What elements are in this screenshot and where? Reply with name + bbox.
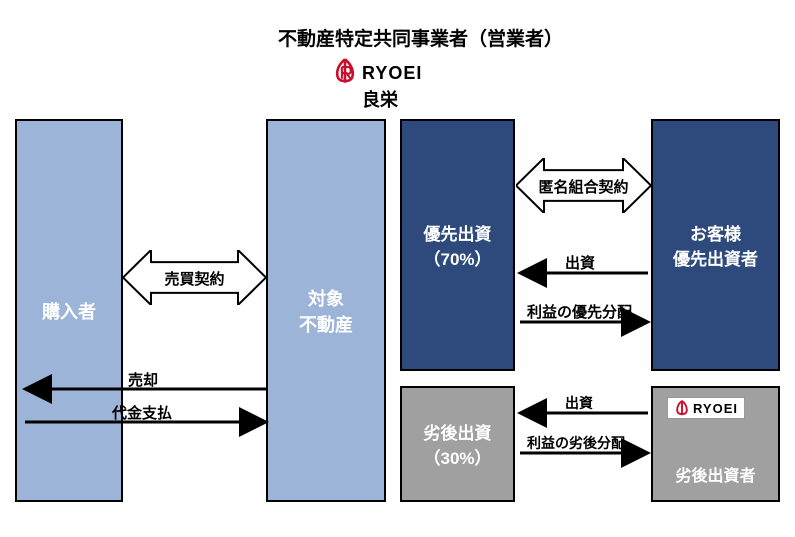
customer-box: お客様優先出資者	[651, 119, 780, 371]
buyer-box: 購入者	[15, 119, 123, 502]
ryoei-logo-icon	[332, 58, 358, 89]
ryoei-logo-main: RYOEI	[332, 58, 422, 89]
box-text: 劣後出資者	[675, 462, 755, 486]
arrow-label-sell: 売却	[128, 369, 158, 390]
arrow-label: 売買契約	[123, 268, 266, 289]
ryoei-logo-small: RYOEI	[667, 397, 745, 419]
arrow-label-pay: 代金支払	[112, 402, 172, 423]
box-text: 優先出資者	[673, 245, 758, 270]
sale-contract-arrow: 売買契約	[123, 250, 266, 305]
senior-investment-box: 優先出資（70%）	[400, 119, 515, 371]
ryoei-subtext: 良栄	[362, 86, 398, 112]
arrow-label: 匿名組合契約	[516, 176, 651, 197]
ryoei-brand-text: RYOEI	[362, 63, 422, 84]
arrow-label-inv2: 出資	[565, 393, 593, 413]
arrow-label-dist2: 利益の劣後分配	[527, 433, 625, 453]
box-text: （30%）	[423, 444, 491, 469]
arrow-label-inv1: 出資	[565, 252, 595, 273]
anonymous-contract-arrow: 匿名組合契約	[516, 158, 651, 213]
ryoei-logo-small-text: RYOEI	[693, 401, 738, 416]
box-text: （70%）	[423, 245, 491, 270]
box-text: お客様	[690, 220, 741, 245]
box-text: 不動産	[299, 311, 353, 337]
subordinate-investment-box: 劣後出資（30%）	[400, 386, 515, 502]
box-text: 優先出資	[424, 220, 492, 245]
box-text: 対象	[308, 285, 344, 311]
box-text: 劣後出資	[424, 419, 492, 444]
box-text: 購入者	[42, 298, 96, 324]
target-property-box: 対象不動産	[266, 119, 386, 502]
arrow-label-dist1: 利益の優先分配	[527, 301, 632, 322]
page-title: 不動産特定共同事業者（営業者）	[278, 24, 563, 51]
